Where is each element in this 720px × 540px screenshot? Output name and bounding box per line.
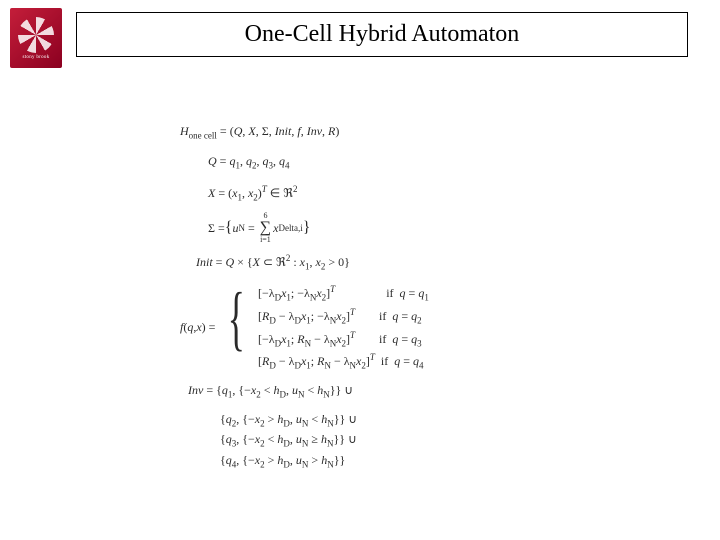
logo-fan-icon bbox=[18, 17, 54, 53]
f-case-1: [−λDx1; −λNx2]T if q = q1 bbox=[258, 282, 429, 305]
logo-caption: stony brook bbox=[22, 55, 49, 60]
eq-Sigma: Σ = { uN = 6 ∑ i=1 xDelta,i } bbox=[208, 212, 570, 244]
inv-line-3: {q3, {−x2 < hD, uN ≥ hN}} ∪ bbox=[220, 430, 570, 451]
f-case-4: [RD − λDx1; RN − λNx2]T if q = q4 bbox=[258, 350, 429, 373]
eq-Inv-lead: Inv = {q1, {−x2 < hD, uN < hN}} ∪ bbox=[188, 379, 570, 403]
eq-f: f(q, x) = { [−λDx1; −λNx2]T if q = q1 [R… bbox=[180, 282, 570, 373]
eq-Inv-rest: {q2, {−x2 > hD, uN < hN}} ∪ {q3, {−x2 < … bbox=[220, 410, 570, 472]
title-box: One-Cell Hybrid Automaton bbox=[76, 12, 688, 57]
eq-Init: Init = Q × {X ⊂ ℜ2 : x1, x2 > 0} bbox=[196, 250, 570, 275]
inv-line-4: {q4, {−x2 > hD, uN > hN}} bbox=[220, 451, 570, 472]
eq-H: Hone cell = (Q, X, Σ, Init, f, Inv, R) bbox=[180, 120, 570, 144]
f-case-2: [RD − λDx1; −λNx2]T if q = q2 bbox=[258, 305, 429, 328]
inv-line-2: {q2, {−x2 > hD, uN < hN}} ∪ bbox=[220, 410, 570, 431]
f-case-3: [−λDx1; RN − λNx2]T if q = q3 bbox=[258, 328, 429, 351]
sum-lower: i=1 bbox=[260, 236, 271, 244]
left-brace-icon: { bbox=[228, 282, 245, 373]
logo: stony brook bbox=[10, 8, 62, 68]
eq-X: X = (x1, x2)T ∈ ℜ2 bbox=[208, 181, 570, 206]
math-block: Hone cell = (Q, X, Σ, Init, f, Inv, R) Q… bbox=[180, 120, 570, 472]
eq-Q: Q = q1, q2, q3, q4 bbox=[208, 150, 570, 174]
sum-icon: 6 ∑ i=1 bbox=[260, 212, 271, 244]
page-title: One-Cell Hybrid Automaton bbox=[77, 21, 687, 48]
